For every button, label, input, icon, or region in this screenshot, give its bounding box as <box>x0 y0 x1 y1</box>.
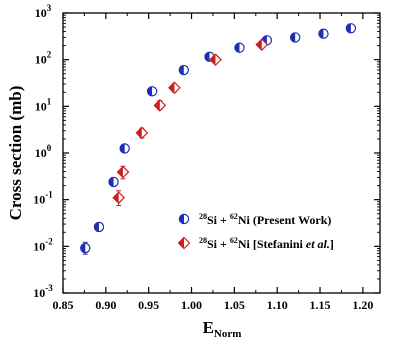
data-point-fill-present-work <box>108 177 114 187</box>
x-tick-label: 1.05 <box>224 298 245 312</box>
data-point-fill-present-work <box>204 52 210 62</box>
legend-label-stefanini: 28Si + 62Ni [Stefanini et al.] <box>199 236 334 251</box>
data-point-fill-stefanini <box>117 166 123 178</box>
y-axis-title: Cross section (mb) <box>6 86 25 221</box>
y-tick-label: 10-1 <box>33 190 53 207</box>
x-axis-title-main: E <box>203 318 214 337</box>
y-tick-label: 101 <box>35 96 52 113</box>
plot-frame <box>62 12 381 294</box>
data-point-fill-stefanini <box>136 127 142 139</box>
data-point-fill-present-work <box>179 65 184 75</box>
legend-marker-stefanini <box>177 236 191 250</box>
data-point-fill-stefanini <box>210 54 216 66</box>
y-tick-label: 10-3 <box>33 283 53 300</box>
x-tick-label: 1.15 <box>310 298 331 312</box>
data-point-fill-present-work <box>234 43 240 53</box>
x-tick-label: 1.00 <box>181 298 202 312</box>
x-tick-label: 0.85 <box>53 298 74 312</box>
x-tick-label: 0.90 <box>95 298 116 312</box>
data-point-fill-present-work <box>94 222 99 232</box>
y-tick-label: 102 <box>35 50 52 67</box>
data-point-fill-present-work <box>318 29 324 39</box>
x-axis-title: ENorm <box>203 318 242 340</box>
x-tick-label: 1.10 <box>267 298 288 312</box>
data-point-fill-present-work <box>290 32 296 43</box>
data-point-fill-present-work <box>80 243 86 253</box>
x-tick-label: 0.95 <box>138 298 159 312</box>
data-point-fill-stefanini <box>154 99 160 111</box>
x-axis-title-sub: Norm <box>214 328 242 340</box>
y-tick-label: 100 <box>35 143 52 160</box>
legend: 28Si + 62Ni (Present Work) 28Si + 62Ni [… <box>177 212 334 251</box>
data-point-fill-stefanini <box>113 192 119 204</box>
data-marks <box>80 23 357 255</box>
x-tick-label: 1.20 <box>352 298 373 312</box>
y-tick-label: 103 <box>35 3 52 20</box>
axes-layer: 0.85 0.90 0.95 1.00 1.05 1.10 1.15 1.20 10-3 10-2… <box>33 3 380 312</box>
data-point-fill-stefanini <box>256 39 262 51</box>
y-tick-label: 10-2 <box>33 236 53 253</box>
data-point-fill-present-work <box>120 143 125 154</box>
data-point-fill-present-work <box>346 23 351 33</box>
legend-marker-present-work <box>178 213 190 225</box>
data-point-fill-stefanini <box>168 82 175 94</box>
legend-label-present-work: 28Si + 62Ni (Present Work) <box>199 212 331 227</box>
data-point-fill-present-work <box>147 86 153 96</box>
